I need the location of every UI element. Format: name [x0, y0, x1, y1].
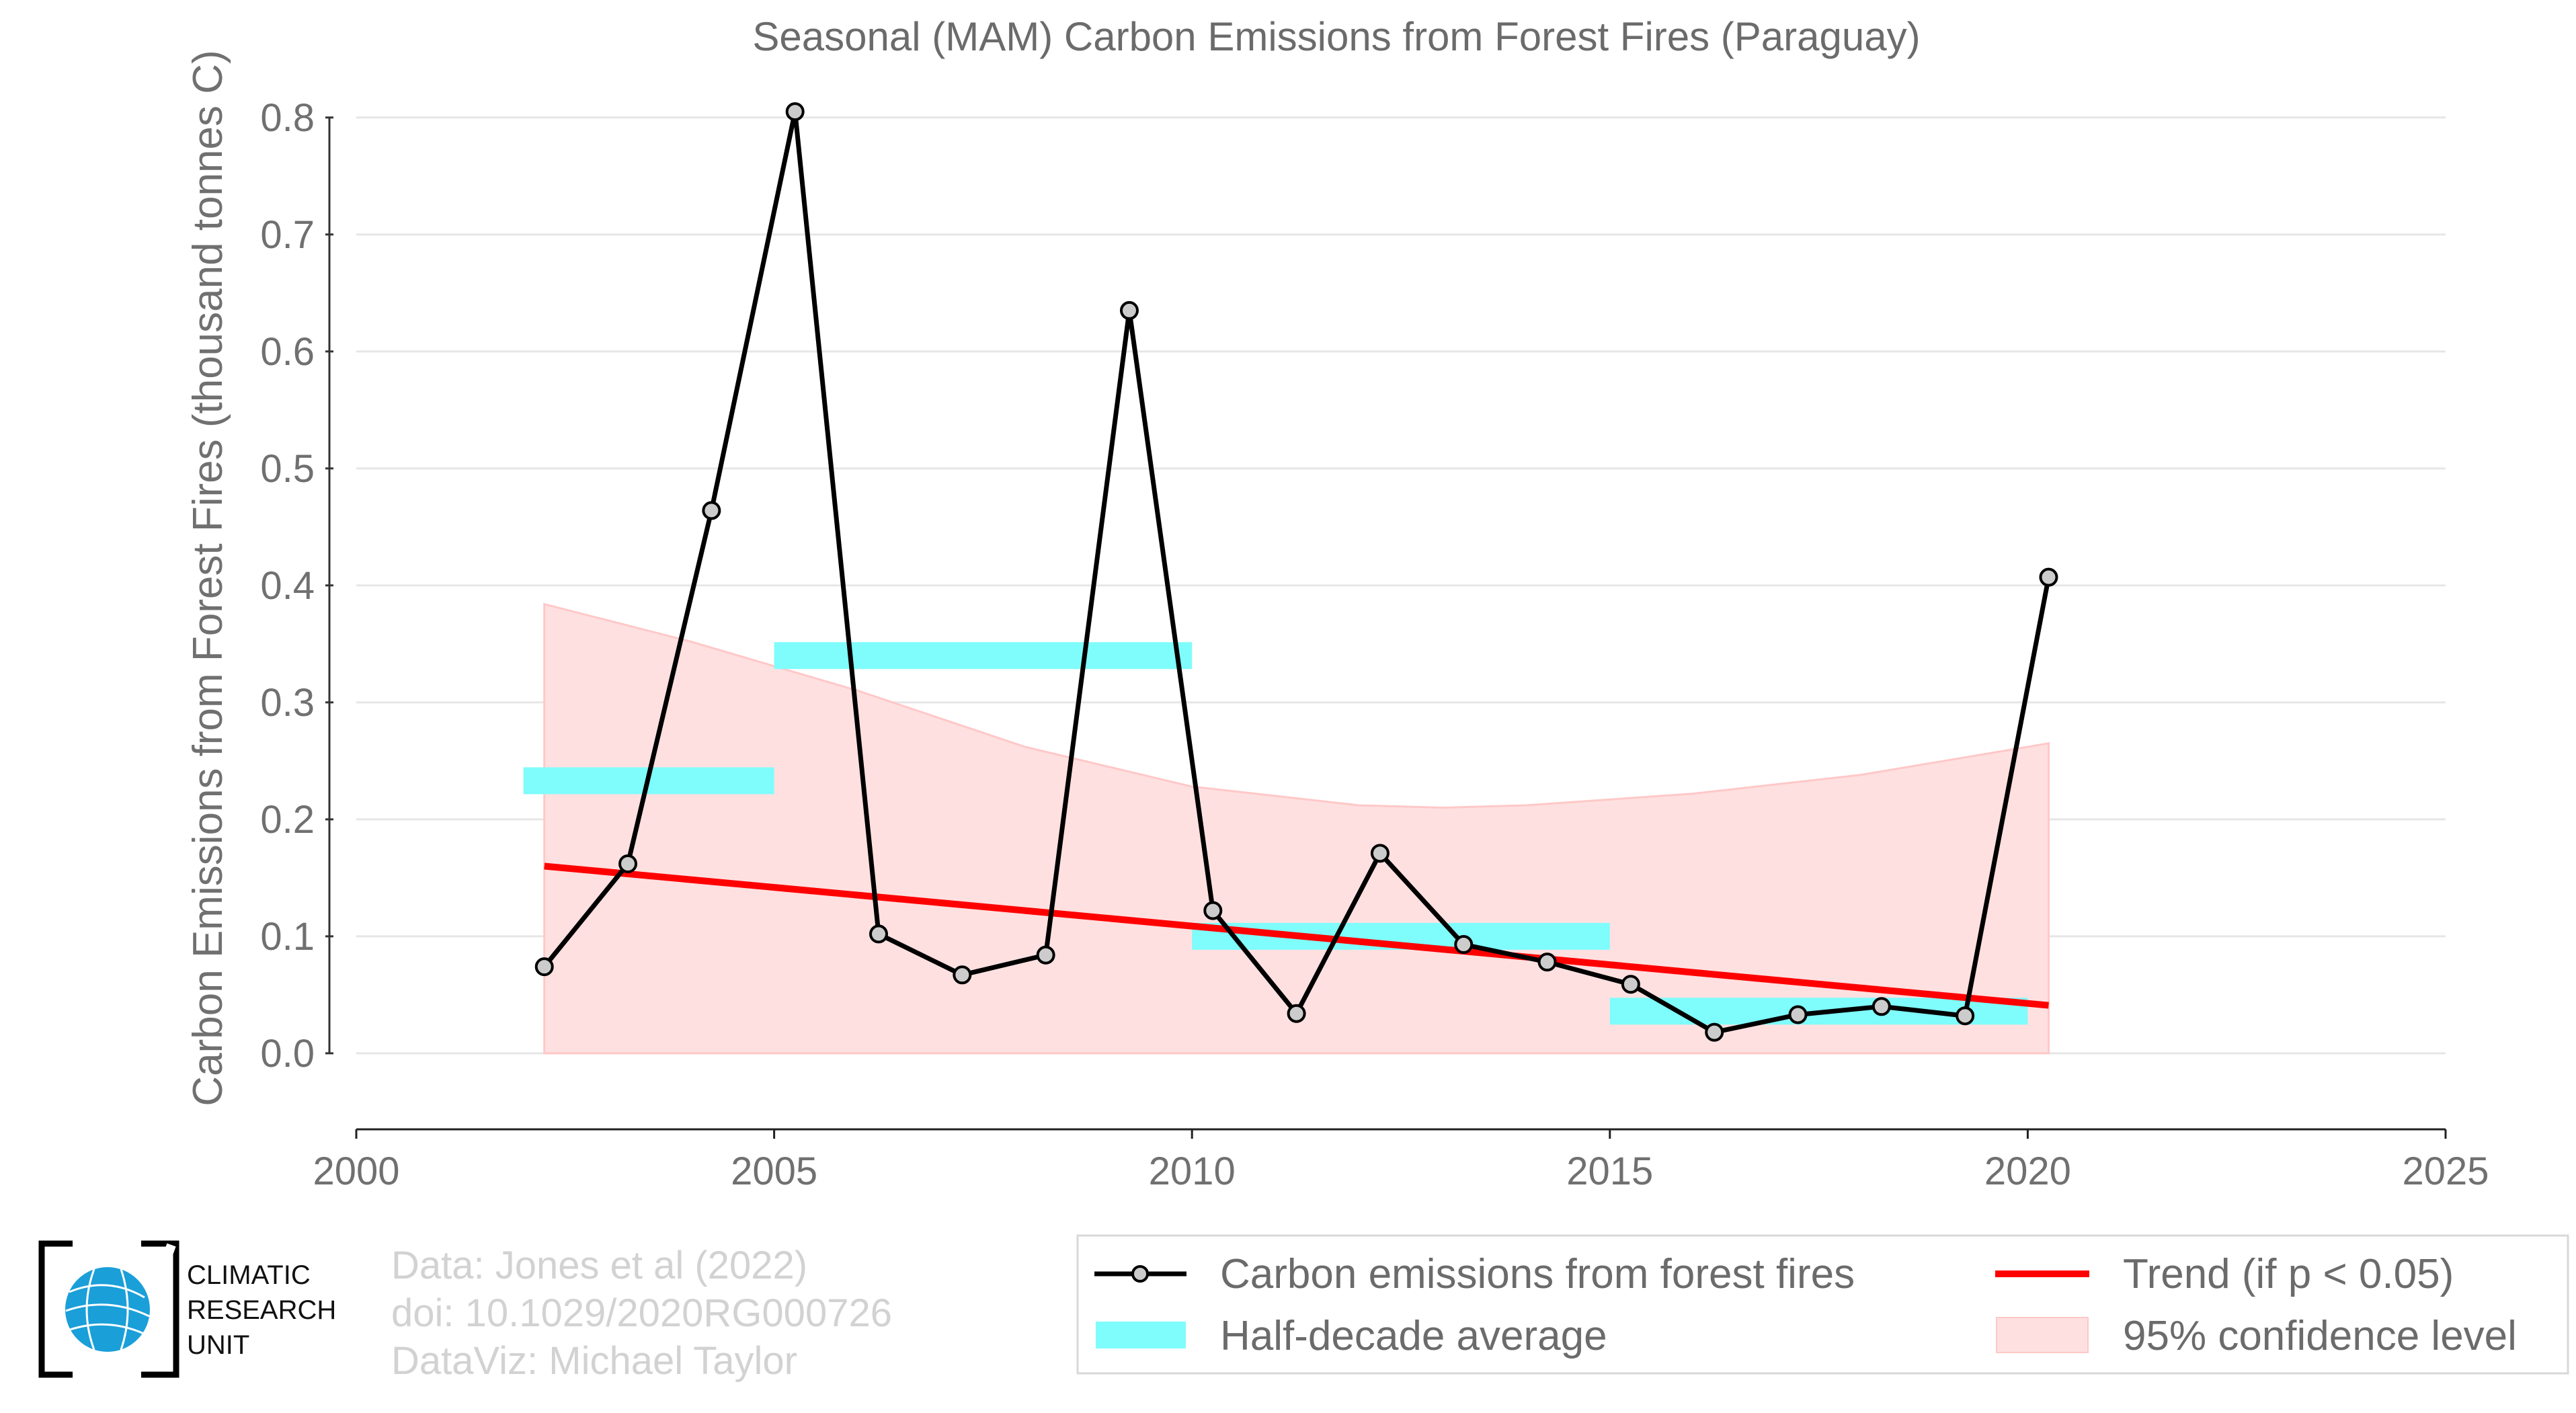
globe-line-icon — [69, 1323, 145, 1335]
globe-line-icon — [85, 1268, 95, 1350]
x-tick-label: 2000 — [313, 1149, 399, 1193]
y-tick-label: 0.7 — [260, 213, 315, 257]
data-point — [2039, 567, 2058, 587]
emissions-series-layer — [534, 102, 2058, 1042]
data-point — [702, 501, 721, 520]
legend-entry-confidence: 95% confidence level — [1996, 1313, 2517, 1359]
y-tick-label: 0.1 — [260, 915, 315, 959]
confidence-band-layer — [543, 602, 2050, 1055]
x-tick-label: 2020 — [1984, 1149, 2071, 1193]
data-point — [1454, 935, 1474, 955]
legend-label-average: Half-decade average — [1220, 1313, 1607, 1359]
globe-line-icon — [120, 1268, 129, 1350]
globe-line-icon — [65, 1303, 150, 1318]
credit-doi: doi: 10.1029/2020RG000726 — [391, 1291, 892, 1335]
data-point — [1203, 901, 1223, 920]
logo-text-line3: UNIT — [187, 1330, 249, 1360]
data-point — [953, 965, 972, 985]
data-point — [1705, 1022, 1724, 1042]
data-point — [1036, 945, 1055, 965]
legend-label-confidence: 95% confidence level — [2123, 1313, 2517, 1359]
trend-layer — [544, 862, 2049, 1009]
y-tick-label: 0.0 — [260, 1032, 315, 1076]
y-tick-label: 0.8 — [260, 96, 315, 140]
half-decade-bar — [774, 642, 1193, 670]
legend-confidence-icon — [1996, 1317, 2089, 1353]
trend-line — [544, 862, 2049, 1009]
y-tick-labels: 0.0 0.1 0.2 0.3 0.4 0.5 0.6 0.7 0.8 — [260, 96, 315, 1076]
data-point — [618, 854, 638, 873]
legend-entry-trend: Trend (if p < 0.05) — [1995, 1251, 2454, 1297]
data-point — [534, 957, 554, 977]
legend-marker-icon — [1131, 1265, 1149, 1283]
axes — [325, 116, 2447, 1139]
y-axis-title: Carbon Emissions from Forest Fires (thou… — [185, 50, 231, 1106]
cru-logo: CLIMATIC RESEARCH UNIT — [38, 1240, 336, 1378]
legend-label-trend: Trend (if p < 0.05) — [2123, 1251, 2454, 1297]
x-tick-label: 2005 — [731, 1149, 817, 1193]
chart-title: Seasonal (MAM) Carbon Emissions from For… — [752, 14, 1920, 59]
logo-right-bracket — [141, 1240, 179, 1378]
logo-bracket-notch — [149, 1243, 176, 1298]
credit-data-source: Data: Jones et al (2022) — [391, 1244, 807, 1287]
data-point — [1621, 975, 1640, 994]
data-point — [1287, 1004, 1306, 1023]
y-tick-label: 0.6 — [260, 330, 315, 374]
legend-label-emissions: Carbon emissions from forest fires — [1220, 1251, 1855, 1297]
legend: Carbon emissions from forest fires Trend… — [1076, 1234, 2569, 1375]
data-point — [1871, 997, 1891, 1016]
data-point — [785, 102, 805, 122]
globe-icon — [65, 1267, 150, 1352]
logo-text-line2: RESEARCH — [187, 1295, 336, 1325]
legend-average-icon — [1096, 1322, 1186, 1348]
logo-text-line1: CLIMATIC — [187, 1260, 311, 1290]
x-tick-label: 2010 — [1149, 1149, 1236, 1193]
x-tick-label: 2025 — [2402, 1149, 2489, 1193]
data-point — [1370, 844, 1390, 863]
y-tick-label: 0.5 — [260, 447, 315, 491]
data-point — [1119, 300, 1139, 320]
y-tick-label: 0.4 — [260, 564, 315, 608]
globe-line-icon — [69, 1284, 145, 1299]
data-point — [1956, 1006, 1975, 1026]
y-tick-label: 0.3 — [260, 681, 315, 725]
data-point — [1537, 953, 1557, 972]
confidence-band — [543, 602, 2050, 1055]
x-tick-labels: 2000 2005 2010 2015 2020 2025 — [313, 1149, 2489, 1193]
y-tick-label: 0.2 — [260, 798, 315, 842]
legend-frame — [1076, 1234, 2569, 1375]
logo-left-bracket — [38, 1240, 73, 1378]
data-point — [1788, 1005, 1808, 1024]
x-tick-label: 2015 — [1566, 1149, 1653, 1193]
legend-entry-average: Half-decade average — [1096, 1313, 1607, 1359]
credit-dataviz: DataViz: Michael Taylor — [391, 1339, 797, 1383]
data-point — [869, 924, 888, 944]
legend-entry-emissions: Carbon emissions from forest fires — [1094, 1251, 1855, 1297]
